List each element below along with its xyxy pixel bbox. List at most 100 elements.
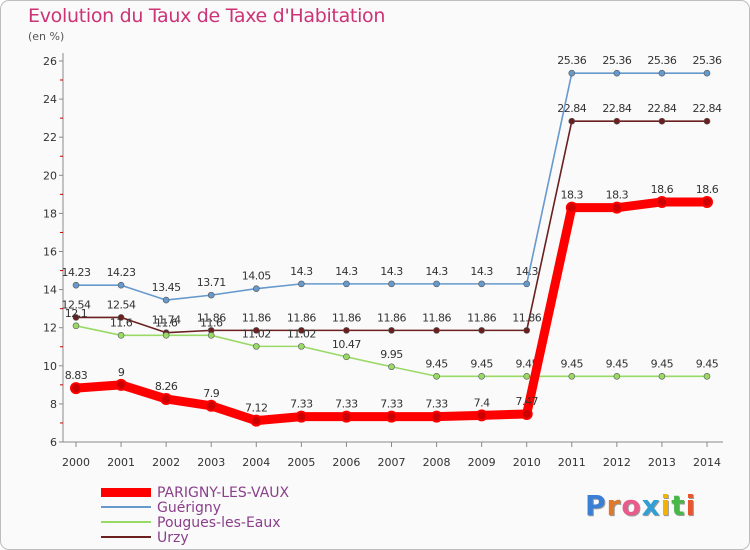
legend-item-parigny-les-vaux: PARIGNY-LES-VAUX bbox=[101, 485, 361, 501]
data-point-guerigny bbox=[343, 280, 350, 288]
y-tick-label: 16 bbox=[43, 246, 57, 259]
x-tick-label: 2004 bbox=[242, 456, 270, 469]
x-tick-label: 2011 bbox=[558, 456, 586, 469]
data-point-parigny-les-vaux bbox=[701, 195, 713, 208]
logo-letter: i bbox=[685, 489, 697, 522]
data-point-pougues-les-eaux bbox=[162, 332, 170, 339]
data-label-urzy: 11.86 bbox=[467, 311, 496, 324]
data-point-pougues-les-eaux bbox=[703, 372, 711, 380]
data-label-urzy: 11.86 bbox=[197, 311, 226, 324]
data-point-urzy bbox=[658, 117, 666, 125]
data-label-guerigny: 25.36 bbox=[647, 54, 676, 67]
data-label-pougues-les-eaux: 9.45 bbox=[425, 357, 448, 370]
x-tick-label: 2012 bbox=[603, 456, 631, 469]
logo-letter: r bbox=[606, 489, 622, 522]
data-label-urzy: 11.86 bbox=[287, 311, 316, 324]
legend-label: PARIGNY-LES-VAUX bbox=[157, 485, 290, 501]
data-label-pougues-les-eaux: 11.6 bbox=[110, 316, 133, 329]
data-point-parigny-les-vaux bbox=[250, 414, 263, 427]
data-label-pougues-les-eaux: 11.02 bbox=[287, 327, 316, 340]
data-label-urzy: 22.84 bbox=[693, 102, 722, 115]
logo-letter: t bbox=[671, 489, 686, 522]
data-label-pougues-les-eaux: 10.47 bbox=[332, 338, 361, 351]
data-point-pougues-les-eaux bbox=[388, 363, 395, 371]
data-point-guerigny bbox=[703, 69, 711, 77]
x-tick-label: 2014 bbox=[693, 456, 721, 469]
data-label-parigny-les-vaux: 7.4 bbox=[474, 396, 490, 409]
data-point-parigny-les-vaux bbox=[340, 410, 353, 423]
data-label-urzy: 11.86 bbox=[332, 311, 361, 324]
data-point-urzy bbox=[478, 327, 485, 334]
data-point-pougues-les-eaux bbox=[343, 353, 350, 361]
x-tick-label: 2002 bbox=[152, 456, 180, 469]
data-point-guerigny bbox=[523, 280, 531, 288]
data-point-urzy bbox=[433, 327, 440, 334]
data-point-parigny-les-vaux bbox=[565, 201, 578, 214]
y-tick-label: 8 bbox=[50, 398, 57, 411]
data-point-pougues-les-eaux bbox=[207, 332, 215, 339]
data-point-pougues-les-eaux bbox=[72, 322, 80, 330]
legend-label: Pougues-les-Eaux bbox=[157, 515, 281, 531]
logo-letter: x bbox=[641, 489, 661, 522]
data-label-pougues-les-eaux: 11.02 bbox=[242, 327, 271, 340]
data-point-urzy bbox=[523, 327, 531, 334]
data-label-parigny-les-vaux: 7.33 bbox=[290, 398, 313, 411]
data-label-guerigny: 14.3 bbox=[425, 265, 448, 278]
data-point-guerigny bbox=[298, 280, 305, 288]
logo-letter: P bbox=[585, 489, 607, 522]
data-point-guerigny bbox=[388, 280, 395, 288]
logo-letter: o bbox=[621, 489, 642, 522]
y-tick-label: 24 bbox=[43, 93, 57, 106]
data-point-urzy bbox=[72, 314, 80, 321]
line-chart: 6 8 10 12 14 16 18 20 22 24 26 2000 2001 2002 2003 2004… bbox=[43, 53, 723, 469]
data-label-parigny-les-vaux: 18.6 bbox=[696, 183, 719, 196]
data-point-parigny-les-vaux bbox=[160, 392, 173, 405]
data-label-urzy: 22.84 bbox=[557, 102, 586, 115]
data-point-pougues-les-eaux bbox=[433, 372, 440, 380]
x-tick-label: 2006 bbox=[332, 456, 360, 469]
y-tick-label: 20 bbox=[43, 169, 57, 182]
data-point-pougues-les-eaux bbox=[298, 343, 305, 350]
data-point-guerigny bbox=[162, 296, 170, 304]
data-point-parigny-les-vaux bbox=[295, 410, 308, 423]
data-label-guerigny: 14.23 bbox=[107, 266, 136, 279]
data-label-parigny-les-vaux: 9 bbox=[118, 366, 125, 379]
data-label-parigny-les-vaux: 8.26 bbox=[155, 380, 178, 393]
data-point-guerigny bbox=[613, 69, 621, 77]
data-label-urzy: 11.86 bbox=[512, 311, 541, 324]
data-label-pougues-les-eaux: 9.95 bbox=[380, 348, 403, 361]
legend-label: Urzy bbox=[157, 530, 189, 546]
x-tick-label: 2010 bbox=[513, 456, 541, 469]
y-tick-label: 10 bbox=[43, 360, 57, 373]
data-point-urzy bbox=[252, 327, 260, 334]
proxiti-logo: Proxiti bbox=[585, 489, 696, 522]
y-tick-label: 6 bbox=[50, 436, 57, 449]
y-tick-label: 26 bbox=[43, 55, 57, 68]
x-tick-label: 2005 bbox=[287, 456, 315, 469]
data-label-urzy: 22.84 bbox=[602, 102, 631, 115]
data-point-pougues-les-eaux bbox=[568, 372, 576, 380]
data-label-pougues-les-eaux: 11.6 bbox=[155, 316, 178, 329]
data-label-guerigny: 13.45 bbox=[152, 281, 181, 294]
legend-item-pougues-les-eaux: Pougues-les-Eaux bbox=[101, 515, 361, 531]
data-point-guerigny bbox=[433, 280, 440, 288]
legend-swatch bbox=[101, 487, 151, 497]
data-label-pougues-les-eaux: 9.45 bbox=[470, 357, 493, 370]
data-label-guerigny: 14.3 bbox=[470, 265, 493, 278]
data-point-guerigny bbox=[207, 291, 215, 299]
y-tick-label: 14 bbox=[43, 284, 57, 297]
legend-item-urzy: Urzy bbox=[101, 530, 361, 546]
data-label-guerigny: 25.36 bbox=[557, 54, 586, 67]
legend-item-guerigny: Guérigny bbox=[101, 500, 361, 516]
legend-label: Guérigny bbox=[157, 500, 222, 516]
data-point-parigny-les-vaux bbox=[520, 407, 533, 420]
data-point-guerigny bbox=[252, 285, 260, 292]
x-tick-label: 2008 bbox=[423, 456, 451, 469]
data-label-urzy: 12.54 bbox=[107, 298, 136, 311]
chart-legend: PARIGNY-LES-VAUX Guérigny Pougues-les-Eaux… bbox=[101, 485, 361, 546]
data-point-guerigny bbox=[658, 69, 666, 77]
data-label-urzy: 11.74 bbox=[152, 314, 181, 327]
data-point-parigny-les-vaux bbox=[655, 195, 668, 208]
data-label-pougues-les-eaux: 9.45 bbox=[561, 357, 584, 370]
